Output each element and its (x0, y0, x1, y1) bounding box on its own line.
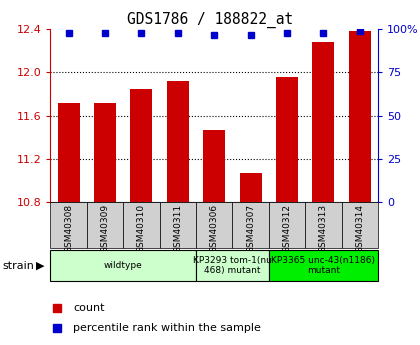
Bar (312, 42, 334, 202)
Text: GDS1786 / 188822_at: GDS1786 / 188822_at (127, 12, 293, 28)
Bar (269, 250, 378, 281)
Text: GSM40306: GSM40306 (210, 204, 219, 253)
Bar (196, 202, 232, 248)
Text: count: count (74, 303, 105, 313)
Text: KP3293 tom-1(nu
468) mutant: KP3293 tom-1(nu 468) mutant (193, 256, 272, 275)
Text: GSM40309: GSM40309 (100, 204, 110, 253)
Text: percentile rank within the sample: percentile rank within the sample (74, 323, 261, 333)
Text: GSM40312: GSM40312 (283, 204, 291, 253)
Bar (50, 202, 87, 248)
Text: strain: strain (2, 261, 34, 270)
Text: wildtype: wildtype (104, 261, 142, 270)
Bar (50, 250, 196, 281)
Bar (305, 202, 341, 248)
Bar (87, 202, 123, 248)
Bar (203, 130, 225, 202)
Bar (58, 103, 79, 202)
Text: GSM40311: GSM40311 (173, 204, 182, 253)
Text: GSM40307: GSM40307 (246, 204, 255, 253)
Bar (276, 77, 298, 202)
Bar (240, 173, 262, 202)
Bar (341, 202, 378, 248)
Text: GSM40310: GSM40310 (137, 204, 146, 253)
Text: GSM40308: GSM40308 (64, 204, 73, 253)
Bar (131, 89, 152, 202)
Bar (160, 202, 196, 248)
Bar (232, 202, 269, 248)
Bar (123, 202, 160, 248)
Text: KP3365 unc-43(n1186)
mutant: KP3365 unc-43(n1186) mutant (271, 256, 375, 275)
Bar (269, 202, 305, 248)
Text: GSM40313: GSM40313 (319, 204, 328, 253)
Bar (196, 250, 269, 281)
Text: GSM40314: GSM40314 (355, 204, 364, 253)
Bar (94, 103, 116, 202)
Text: ▶: ▶ (36, 261, 44, 270)
Bar (167, 81, 189, 202)
Bar (349, 31, 371, 202)
